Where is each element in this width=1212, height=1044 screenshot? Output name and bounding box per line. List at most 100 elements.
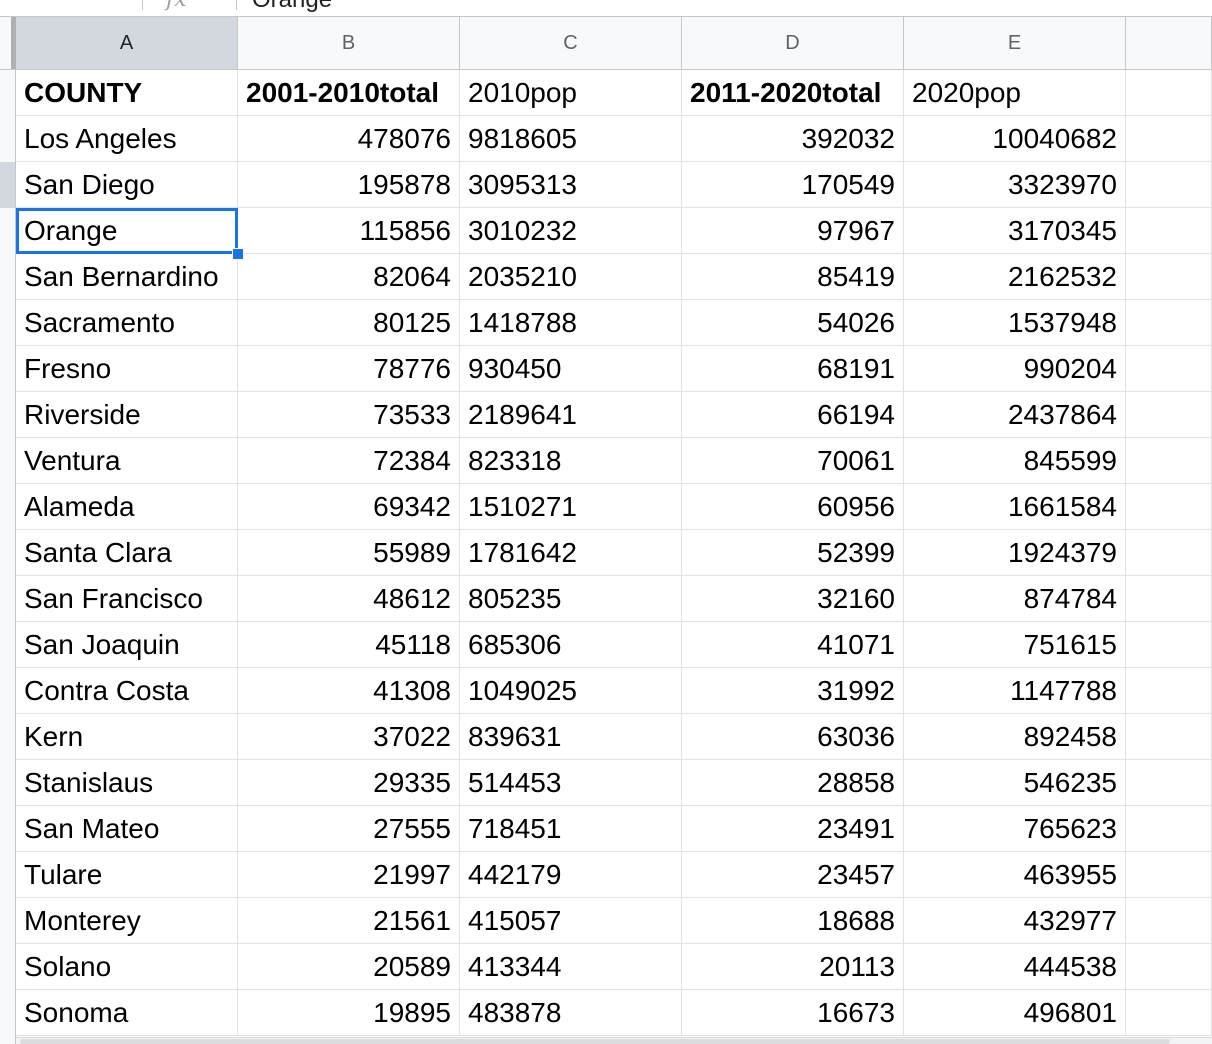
table-cell[interactable]: 54026 [682, 300, 904, 346]
horizontal-scrollbar[interactable] [16, 1037, 1212, 1044]
table-cell[interactable]: 685306 [460, 622, 682, 668]
table-cell[interactable]: San Mateo [16, 806, 238, 852]
scrollbar-thumb[interactable] [20, 1039, 1170, 1044]
table-cell[interactable]: 444538 [904, 944, 1126, 990]
table-cell[interactable]: Solano [16, 944, 238, 990]
fill-handle[interactable] [232, 248, 244, 260]
table-cell[interactable]: Tulare [16, 852, 238, 898]
table-cell[interactable]: 70061 [682, 438, 904, 484]
table-cell[interactable]: 41071 [682, 622, 904, 668]
table-cell[interactable]: 73533 [238, 392, 460, 438]
table-cell[interactable]: 2035210 [460, 254, 682, 300]
table-cell[interactable]: 23457 [682, 852, 904, 898]
empty-cell[interactable] [1126, 530, 1212, 576]
table-cell[interactable]: 32160 [682, 576, 904, 622]
table-cell[interactable]: 21997 [238, 852, 460, 898]
table-cell[interactable]: 463955 [904, 852, 1126, 898]
table-cell[interactable]: 1049025 [460, 668, 682, 714]
table-cell[interactable]: 27555 [238, 806, 460, 852]
table-cell[interactable]: 3323970 [904, 162, 1126, 208]
empty-cell[interactable] [1126, 116, 1212, 162]
empty-cell[interactable] [1126, 438, 1212, 484]
table-cell[interactable]: 31992 [682, 668, 904, 714]
table-cell[interactable]: 9818605 [460, 116, 682, 162]
table-cell[interactable]: 546235 [904, 760, 1126, 806]
table-cell[interactable]: 514453 [460, 760, 682, 806]
table-cell[interactable]: 19895 [238, 990, 460, 1036]
table-cell[interactable]: 72384 [238, 438, 460, 484]
table-cell[interactable]: 483878 [460, 990, 682, 1036]
table-cell[interactable]: Alameda [16, 484, 238, 530]
empty-cell[interactable] [1126, 944, 1212, 990]
header-cell[interactable]: COUNTY [16, 70, 238, 116]
table-cell[interactable]: 1537948 [904, 300, 1126, 346]
column-header-empty[interactable] [1126, 17, 1212, 69]
table-cell[interactable]: 170549 [682, 162, 904, 208]
table-cell[interactable]: 892458 [904, 714, 1126, 760]
table-cell[interactable]: San Joaquin [16, 622, 238, 668]
table-cell[interactable]: 874784 [904, 576, 1126, 622]
empty-cell[interactable] [1126, 484, 1212, 530]
column-header-a[interactable]: A [16, 17, 238, 69]
table-cell[interactable]: San Bernardino [16, 254, 238, 300]
empty-cell[interactable] [1126, 254, 1212, 300]
table-cell[interactable]: 823318 [460, 438, 682, 484]
table-cell[interactable]: Contra Costa [16, 668, 238, 714]
formula-input[interactable]: Orange [252, 0, 332, 14]
column-header-b[interactable]: B [238, 17, 460, 69]
table-cell[interactable]: Stanislaus [16, 760, 238, 806]
table-cell[interactable]: 52399 [682, 530, 904, 576]
table-cell[interactable]: 845599 [904, 438, 1126, 484]
table-cell[interactable]: 413344 [460, 944, 682, 990]
table-cell[interactable]: 751615 [904, 622, 1126, 668]
table-cell[interactable]: 1661584 [904, 484, 1126, 530]
table-cell[interactable]: Sacramento [16, 300, 238, 346]
active-cell[interactable]: Orange [16, 208, 238, 254]
empty-cell[interactable] [1126, 300, 1212, 346]
table-cell[interactable]: 496801 [904, 990, 1126, 1036]
table-cell[interactable]: 63036 [682, 714, 904, 760]
table-cell[interactable]: 392032 [682, 116, 904, 162]
table-cell[interactable]: 195878 [238, 162, 460, 208]
empty-cell[interactable] [1126, 392, 1212, 438]
table-cell[interactable]: 60956 [682, 484, 904, 530]
table-cell[interactable]: 3170345 [904, 208, 1126, 254]
table-cell[interactable]: San Diego [16, 162, 238, 208]
empty-cell[interactable] [1126, 760, 1212, 806]
empty-cell[interactable] [1126, 576, 1212, 622]
select-all-corner[interactable] [0, 17, 16, 69]
column-header-d[interactable]: D [682, 17, 904, 69]
table-cell[interactable]: 68191 [682, 346, 904, 392]
table-cell[interactable]: 20589 [238, 944, 460, 990]
table-cell[interactable]: 442179 [460, 852, 682, 898]
table-cell[interactable]: Kern [16, 714, 238, 760]
empty-cell[interactable] [1126, 668, 1212, 714]
empty-cell[interactable] [1126, 806, 1212, 852]
table-cell[interactable]: 21561 [238, 898, 460, 944]
table-cell[interactable]: 478076 [238, 116, 460, 162]
header-cell[interactable]: 2011-2020total [682, 70, 904, 116]
header-cell[interactable]: 2001-2010total [238, 70, 460, 116]
table-cell[interactable]: 3095313 [460, 162, 682, 208]
table-cell[interactable]: 97967 [682, 208, 904, 254]
empty-cell[interactable] [1126, 346, 1212, 392]
table-cell[interactable]: 415057 [460, 898, 682, 944]
table-cell[interactable]: 41308 [238, 668, 460, 714]
table-cell[interactable]: 765623 [904, 806, 1126, 852]
table-cell[interactable]: 82064 [238, 254, 460, 300]
empty-cell[interactable] [1126, 714, 1212, 760]
table-cell[interactable]: 805235 [460, 576, 682, 622]
table-cell[interactable]: 718451 [460, 806, 682, 852]
table-cell[interactable]: 1781642 [460, 530, 682, 576]
table-cell[interactable]: 29335 [238, 760, 460, 806]
table-cell[interactable]: 69342 [238, 484, 460, 530]
empty-cell[interactable] [1126, 622, 1212, 668]
table-cell[interactable]: 85419 [682, 254, 904, 300]
table-cell[interactable]: Fresno [16, 346, 238, 392]
empty-cell[interactable] [1126, 990, 1212, 1036]
table-cell[interactable]: Monterey [16, 898, 238, 944]
empty-cell[interactable] [1126, 852, 1212, 898]
empty-cell[interactable] [1126, 898, 1212, 944]
table-cell[interactable]: 20113 [682, 944, 904, 990]
table-cell[interactable]: 78776 [238, 346, 460, 392]
